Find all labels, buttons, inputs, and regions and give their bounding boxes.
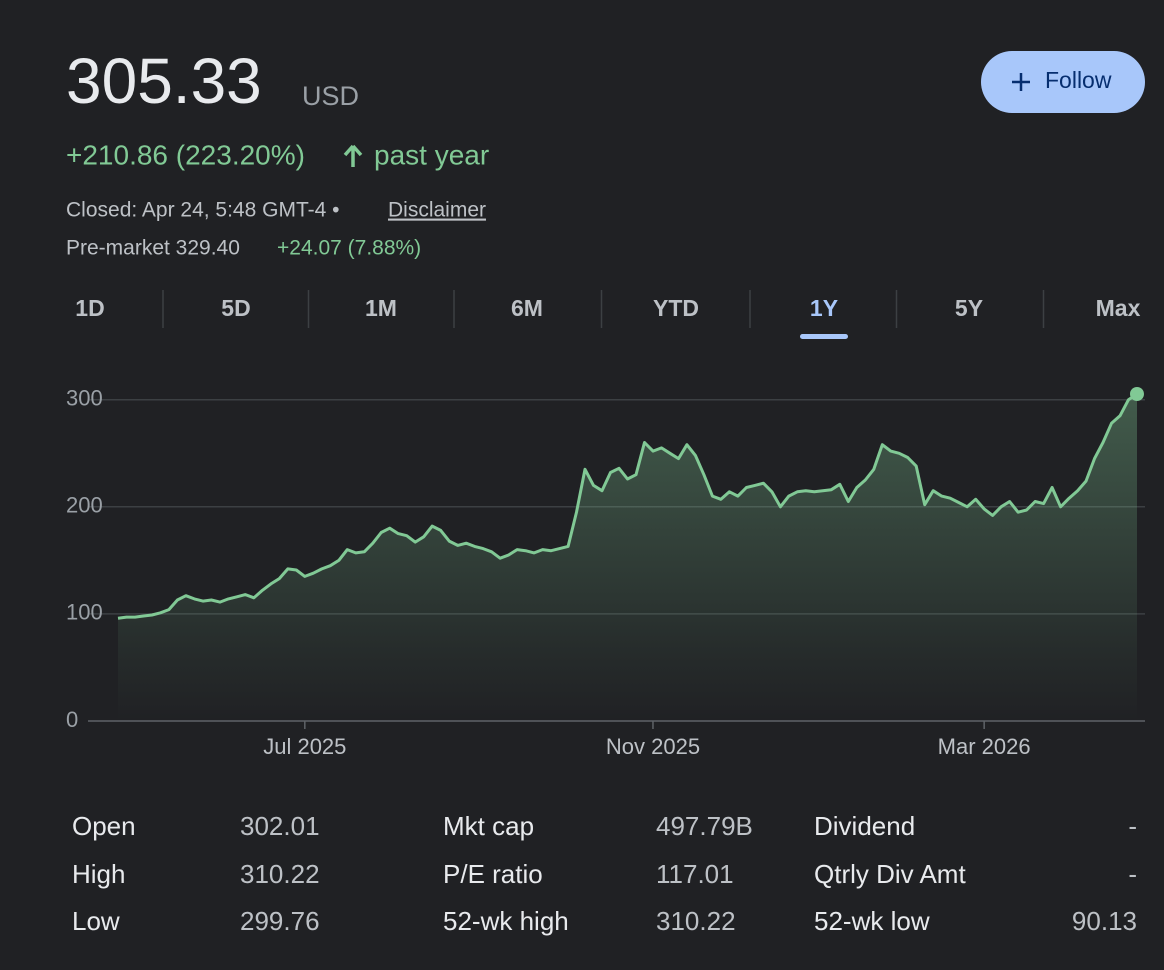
stat-label: 52-wk high xyxy=(443,906,569,936)
x-tick-label: Nov 2025 xyxy=(606,734,700,759)
change: +210.86 (223.20%) xyxy=(66,139,305,170)
stat-label: Dividend xyxy=(814,811,915,841)
stat-value: - xyxy=(1128,859,1137,889)
stat-value: 299.76 xyxy=(240,906,320,936)
up-arrow xyxy=(343,144,363,167)
currency: USD xyxy=(302,81,359,111)
tab-indicator xyxy=(800,334,848,339)
y-tick-label: 200 xyxy=(66,493,103,518)
stat-value: 310.22 xyxy=(240,859,320,889)
stat-label: High xyxy=(72,859,125,889)
follow-button[interactable] xyxy=(981,51,1145,113)
y-tick-label: 0 xyxy=(66,707,78,732)
range-tab[interactable]: 5D xyxy=(221,295,250,321)
range-tab[interactable]: 5Y xyxy=(955,295,983,321)
range-tab[interactable]: 6M xyxy=(511,295,543,321)
range-tab[interactable]: 1Y xyxy=(810,295,838,321)
plus-icon xyxy=(1012,73,1030,91)
stat-value: - xyxy=(1128,811,1137,841)
x-tick-label: Mar 2026 xyxy=(938,734,1031,759)
area-fill xyxy=(118,394,1137,721)
price-line xyxy=(117,392,1138,620)
stat-label: Mkt cap xyxy=(443,811,534,841)
range-tab[interactable]: YTD xyxy=(653,295,699,321)
stat-label: Open xyxy=(72,811,136,841)
status: Closed: Apr 24, 5:48 GMT-4 • xyxy=(66,199,339,222)
stat-label: Qtrly Div Amt xyxy=(814,859,966,889)
range-tab[interactable]: 1M xyxy=(365,295,397,321)
disclaimer-link[interactable]: Disclaimer xyxy=(388,199,486,222)
premarket-change: +24.07 (7.88%) xyxy=(277,237,421,260)
follow-label[interactable]: Follow xyxy=(1045,67,1112,93)
stat-label: 52-wk low xyxy=(814,906,930,936)
last-point xyxy=(1130,387,1144,402)
stat-value: 117.01 xyxy=(656,859,734,889)
y-tick-label: 300 xyxy=(66,386,103,411)
stat-label: Low xyxy=(72,906,120,936)
stat-value: 497.79B xyxy=(656,811,753,841)
stat-value: 302.01 xyxy=(240,811,320,841)
stat-value: 90.13 xyxy=(1072,906,1137,936)
x-tick-label: Jul 2025 xyxy=(263,734,346,759)
stat-value: 310.22 xyxy=(656,906,736,936)
stat-label: P/E ratio xyxy=(443,859,543,889)
premarket: Pre-market 329.40 xyxy=(66,237,240,260)
y-tick-label: 100 xyxy=(66,600,103,625)
period: past year xyxy=(374,139,489,170)
range-tab[interactable]: Max xyxy=(1096,295,1141,321)
range-tab[interactable]: 1D xyxy=(75,295,104,321)
price: 305.33 xyxy=(66,45,262,117)
